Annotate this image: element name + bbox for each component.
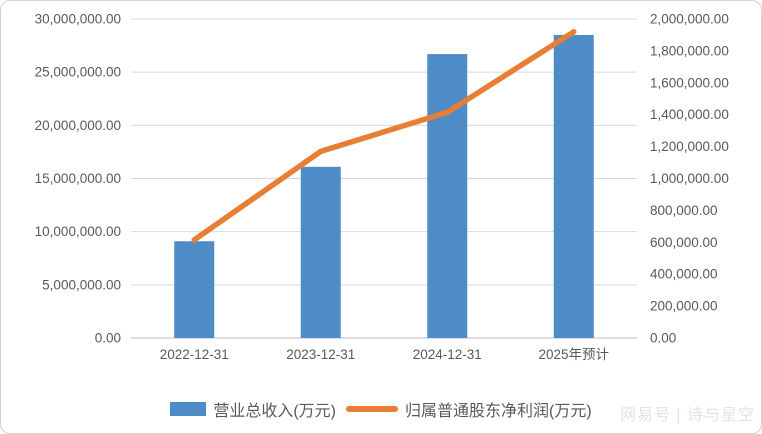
x-axis-category-label: 2025年预计 xyxy=(538,347,609,362)
x-axis-category-label: 2023-12-31 xyxy=(286,347,355,362)
right-axis-tick-label: 2,000,000.00 xyxy=(650,12,729,27)
left-axis-tick-label: 25,000,000.00 xyxy=(35,65,121,80)
bar-2023-12-31 xyxy=(300,166,341,338)
bar-2022-12-31 xyxy=(174,241,215,338)
left-axis-tick-label: 0.00 xyxy=(95,331,121,346)
right-axis-tick-label: 1,600,000.00 xyxy=(650,75,729,90)
right-axis-tick-label: 1,200,000.00 xyxy=(650,139,729,154)
right-axis-tick-label: 800,000.00 xyxy=(650,203,718,218)
right-axis-tick-label: 0.00 xyxy=(650,331,676,346)
right-axis-tick-label: 200,000.00 xyxy=(650,299,718,314)
x-axis-category-label: 2024-12-31 xyxy=(413,347,482,362)
x-axis-category-label: 2022-12-31 xyxy=(160,347,229,362)
right-axis-tick-label: 1,400,000.00 xyxy=(650,107,729,122)
bar-2024-12-31 xyxy=(427,54,468,339)
left-axis-tick-label: 15,000,000.00 xyxy=(35,171,121,186)
left-axis-tick-label: 5,000,000.00 xyxy=(42,277,121,292)
left-axis-tick-label: 20,000,000.00 xyxy=(35,118,121,133)
right-axis-tick-label: 600,000.00 xyxy=(650,235,718,250)
left-axis-tick-label: 10,000,000.00 xyxy=(35,224,121,239)
right-axis-tick-label: 1,800,000.00 xyxy=(650,43,729,58)
bar-2025年预计 xyxy=(553,34,594,338)
right-axis-tick-label: 1,000,000.00 xyxy=(650,171,729,186)
left-axis-tick-label: 30,000,000.00 xyxy=(35,12,121,27)
right-axis-tick-label: 400,000.00 xyxy=(650,267,718,282)
profit-line xyxy=(191,29,577,243)
